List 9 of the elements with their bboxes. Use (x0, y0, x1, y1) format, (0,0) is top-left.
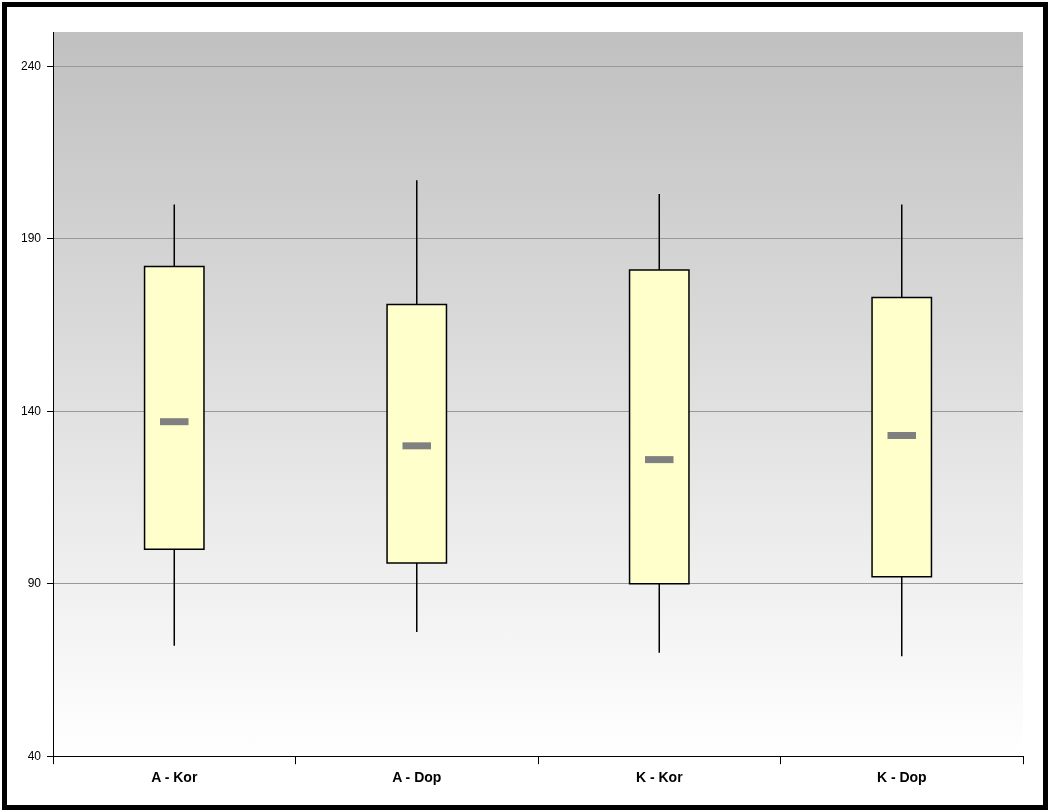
x-tick-label: K - Kor (635, 769, 684, 786)
y-tick-label: 190 (20, 231, 42, 246)
y-tick-label: 90 (27, 576, 42, 591)
x-tick-label: K - Dop (876, 769, 927, 786)
x-tick-label: A - Kor (151, 769, 198, 786)
y-tick-label: 240 (20, 58, 42, 73)
y-tick-label: 40 (27, 748, 42, 763)
x-tick-label: A - Dop (392, 769, 442, 786)
y-tick-label: 140 (20, 403, 42, 418)
